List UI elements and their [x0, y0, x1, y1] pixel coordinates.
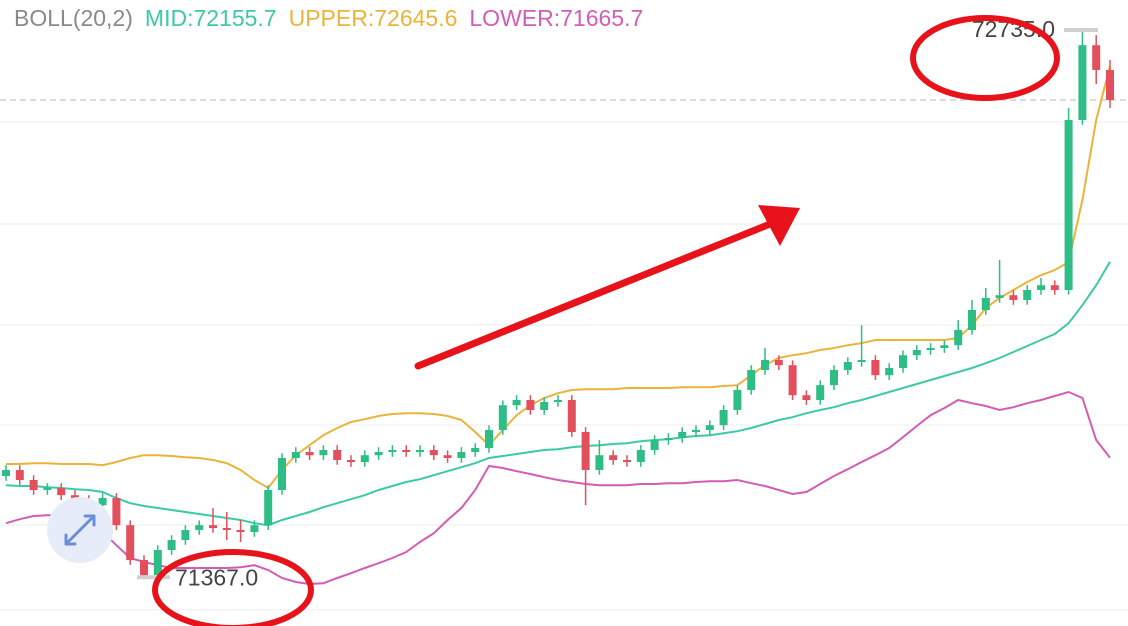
candle-body	[512, 400, 521, 406]
candle-body	[968, 310, 976, 330]
candle-body	[705, 425, 714, 430]
candle-body	[650, 440, 659, 450]
candle-body	[305, 452, 314, 456]
candle-body	[416, 450, 424, 452]
band-line	[6, 65, 1111, 490]
candle-body	[747, 370, 756, 390]
candle-body	[692, 430, 700, 432]
candle-body	[554, 400, 562, 402]
candle-body	[195, 525, 204, 530]
candle-body	[250, 525, 259, 532]
legend-entry: MID:72155.7	[145, 5, 277, 31]
candle-body	[912, 350, 921, 356]
candle-body	[995, 295, 1004, 298]
candle-body	[816, 385, 825, 400]
zoom-icon	[64, 514, 96, 546]
candle-body	[788, 365, 797, 396]
candle-body	[278, 458, 286, 490]
candle-body	[830, 370, 838, 386]
candle-body	[885, 368, 894, 376]
candle-body	[498, 405, 507, 430]
candle-body	[857, 360, 866, 362]
candle-body	[98, 498, 107, 506]
candle-body	[347, 460, 355, 462]
candle-body	[443, 455, 452, 458]
candle-body	[374, 452, 383, 456]
arrow-shaft	[414, 218, 779, 370]
candle-body	[15, 470, 24, 480]
min-label: 71367.0	[175, 564, 258, 590]
candle-body	[899, 355, 907, 368]
candle-body	[954, 330, 963, 346]
arrow-head	[758, 205, 800, 246]
candle-body	[485, 430, 493, 448]
candle-body	[636, 450, 645, 462]
candle-body	[1064, 120, 1073, 290]
candle-body	[471, 448, 480, 452]
candle-body	[623, 460, 631, 462]
highlight-circle	[152, 549, 314, 626]
candle-body	[1023, 290, 1032, 300]
candle-body	[429, 450, 438, 456]
candle-body	[719, 410, 728, 426]
candle-body	[291, 452, 300, 458]
candle-body	[2, 470, 10, 476]
zoom-button[interactable]	[47, 497, 113, 563]
legend: BOLL(20,2) MID:72155.7 UPPER:72645.6 LOWER…	[14, 5, 643, 31]
candle-body	[567, 400, 576, 432]
candle-body	[526, 400, 535, 410]
candle-body	[264, 490, 273, 526]
candle-body	[761, 360, 769, 370]
candle-body	[581, 432, 590, 470]
candle-body	[153, 550, 162, 576]
candle-body	[843, 362, 852, 370]
candle-body	[236, 530, 245, 532]
band-line	[5, 261, 1111, 527]
candle-body	[333, 450, 342, 460]
candle-body	[1106, 70, 1114, 100]
candle-body	[774, 360, 783, 366]
candle-body	[1050, 285, 1059, 290]
candle-body	[402, 450, 411, 452]
candle-body	[802, 395, 811, 400]
indicator-label: BOLL(20,2)	[14, 5, 133, 31]
candle-body	[126, 525, 135, 560]
candle-body	[209, 525, 217, 528]
candle-body	[926, 348, 935, 350]
candle-body	[1078, 45, 1087, 121]
candle-body	[457, 452, 466, 458]
candle-body	[1009, 295, 1018, 300]
candle-body	[664, 438, 673, 440]
candle-body	[733, 390, 742, 410]
candle-body	[43, 488, 52, 490]
candle-body	[57, 488, 66, 496]
candle-body	[981, 298, 990, 310]
band-line	[5, 390, 1111, 586]
legend-entry: LOWER:71665.7	[469, 5, 643, 31]
candle-body	[940, 345, 949, 348]
candle-body	[167, 540, 176, 550]
candle-body	[595, 455, 604, 470]
candle-body	[222, 528, 231, 530]
candle-body	[540, 402, 549, 410]
legend-entry: UPPER:72645.6	[289, 5, 458, 31]
candle-body	[678, 432, 687, 438]
red-arrow	[414, 205, 800, 370]
candle-body	[609, 455, 618, 460]
candle-body	[319, 450, 328, 456]
candle-body	[1092, 45, 1101, 70]
candle-body	[1037, 285, 1045, 290]
highlight-circle	[910, 15, 1060, 101]
candle-body	[112, 498, 121, 526]
candle-body	[181, 530, 190, 540]
candle-body	[29, 480, 38, 490]
candle-body	[140, 560, 148, 576]
candle-body	[388, 450, 397, 452]
candle-body	[871, 360, 880, 376]
candle-body	[360, 455, 369, 462]
